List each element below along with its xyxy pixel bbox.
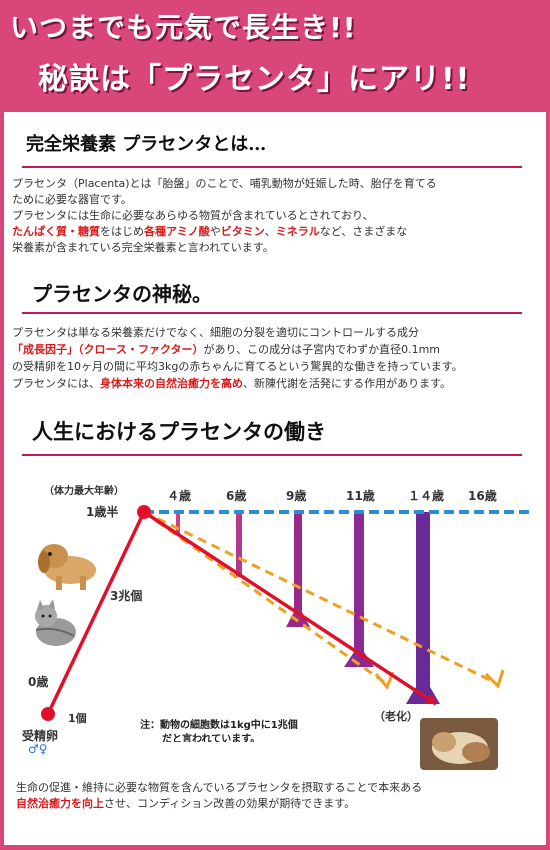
note-line-1: 注：動物の細胞数は1kg中に1兆個 bbox=[140, 718, 298, 731]
s2-hl-growth-factor: 「成長因子」 bbox=[12, 343, 78, 356]
s1-p2-line1: プラセンタには生命に必要なあらゆる物質が含まれているとされており、 bbox=[12, 209, 374, 222]
origin-dot bbox=[41, 707, 55, 721]
footer-highlight: 自然治癒力を向上 bbox=[16, 797, 104, 810]
s1-hl-amino: 各種アミノ酸 bbox=[144, 225, 210, 238]
orange-arrow-2-head bbox=[484, 669, 505, 689]
orange-arrow-1-head bbox=[374, 671, 395, 690]
s1-hl-vitamin: ビタミン bbox=[220, 225, 265, 238]
section1-paragraph-1: プラセンタ（Placenta)とは「胎盤」のことで、哺乳動物が妊娠した時、胎仔を… bbox=[12, 176, 540, 208]
s1-p2-line4: 栄養素が含まれている完全栄養素と言われています。 bbox=[12, 241, 274, 254]
s1-p1-line1: プラセンタ（Placenta)とは「胎盤」のことで、哺乳動物が妊娠した時、胎仔を… bbox=[12, 177, 437, 190]
aging-label: （老化） bbox=[374, 709, 418, 723]
decline-arrow-head bbox=[424, 694, 436, 704]
bar-age-11 bbox=[344, 512, 374, 667]
life-diagram: （体力最大年齢） 1歳半 ４歳 6歳 9歳 11歳 １４歳 16歳 3兆個 0歳… bbox=[22, 484, 529, 742]
bar-age-6 bbox=[236, 512, 242, 577]
s2-line4-b: 、新陳代謝を活発にする作用があります。 bbox=[243, 377, 452, 390]
age-0-label: 0歳 bbox=[28, 674, 48, 689]
s2-line3: の受精卵を10ヶ月の間に平均3kgの赤ちゃんに育てるという驚異的な働きを持ってい… bbox=[12, 360, 463, 373]
cells-3t-label: 3兆個 bbox=[110, 588, 142, 603]
age-6-label: 6歳 bbox=[226, 488, 246, 503]
s1-t4: など、さまざまな bbox=[319, 225, 408, 238]
egg-label: 受精卵 bbox=[22, 728, 58, 742]
footer-paragraph: 生命の促進・維持に必要な物質を含んでいるプラセンタを摂取することで本来ある 自然… bbox=[16, 780, 544, 812]
s1-t1: をはじめ bbox=[100, 225, 144, 238]
egg-symbol: ♂♀ bbox=[28, 742, 48, 756]
note-line-2: だと言われています。 bbox=[162, 732, 260, 742]
peak-label: （体力最大年齢） bbox=[44, 484, 124, 497]
cells-1-label: 1個 bbox=[68, 711, 87, 725]
peak-dot bbox=[137, 505, 151, 519]
sex-symbols: ♂♀ bbox=[28, 742, 48, 756]
age-1-5-label: 1歳半 bbox=[86, 504, 118, 519]
age-11-label: 11歳 bbox=[346, 488, 375, 503]
s2-line4-a: プラセンタには、 bbox=[12, 377, 100, 390]
bar-age-4 bbox=[176, 512, 180, 534]
bar-age-14 bbox=[406, 512, 440, 704]
puppy-image bbox=[38, 544, 96, 590]
old-dog-image bbox=[420, 718, 498, 770]
orange-arrow-2 bbox=[143, 510, 495, 684]
s1-hl-mineral: ミネラル bbox=[275, 225, 320, 238]
section2-title: プラセンタの神秘。 bbox=[32, 282, 212, 306]
content-card: 完全栄養素 プラセンタとは… プラセンタ（Placenta)とは「胎盤」のことで… bbox=[4, 112, 546, 845]
s1-t3: 、 bbox=[264, 225, 276, 238]
age-16-label: 16歳 bbox=[468, 488, 497, 503]
section2-divider bbox=[22, 312, 522, 314]
footer-line-2-rest: させ、コンディション改善の効果が期待できます。 bbox=[104, 797, 356, 810]
decline-line bbox=[143, 510, 437, 706]
bar-age-9 bbox=[286, 512, 310, 627]
growth-line bbox=[46, 511, 146, 715]
s1-hl-protein: たんぱく質・糖質 bbox=[12, 225, 100, 238]
s2-hl-healing: 身体本来の自然治癒力を高め bbox=[100, 377, 243, 390]
s2-line2-rest: があり、この成分は子宮内でわずか直径0.1mm bbox=[203, 343, 440, 356]
age-14-label: １４歳 bbox=[408, 488, 444, 503]
kitten-image bbox=[35, 599, 76, 646]
footer-line-1: 生命の促進・維持に必要な物質を含んでいるプラセンタを摂取することで本来ある bbox=[16, 781, 423, 794]
header-line-1: いつまでも元気で長生き!! bbox=[10, 11, 357, 44]
section3-title: 人生におけるプラセンタの働き bbox=[32, 419, 326, 444]
section1-title: 完全栄養素 プラセンタとは… bbox=[26, 134, 267, 155]
s1-p1-line2: ために必要な器官です。 bbox=[12, 193, 132, 206]
s2-line1: プラセンタは単なる栄養素だけでなく、細胞の分裂を適切にコントロールする成分 bbox=[12, 326, 419, 339]
section1-paragraph-2: プラセンタには生命に必要なあらゆる物質が含まれているとされており、 たんぱく質・… bbox=[12, 208, 540, 256]
section1-divider bbox=[22, 166, 522, 168]
section2-paragraph: プラセンタは単なる栄養素だけでなく、細胞の分裂を適切にコントロールする成分 「成… bbox=[12, 324, 540, 392]
header-line-2: 秘訣は「プラセンタ」にアリ!! bbox=[38, 62, 471, 97]
s2-hl-growth-factor-en: （クロース・ファクター） bbox=[78, 343, 204, 356]
section3-divider bbox=[22, 454, 522, 456]
age-4-label: ４歳 bbox=[167, 488, 191, 503]
s1-t2: や bbox=[209, 225, 221, 238]
age-9-label: 9歳 bbox=[286, 488, 306, 503]
